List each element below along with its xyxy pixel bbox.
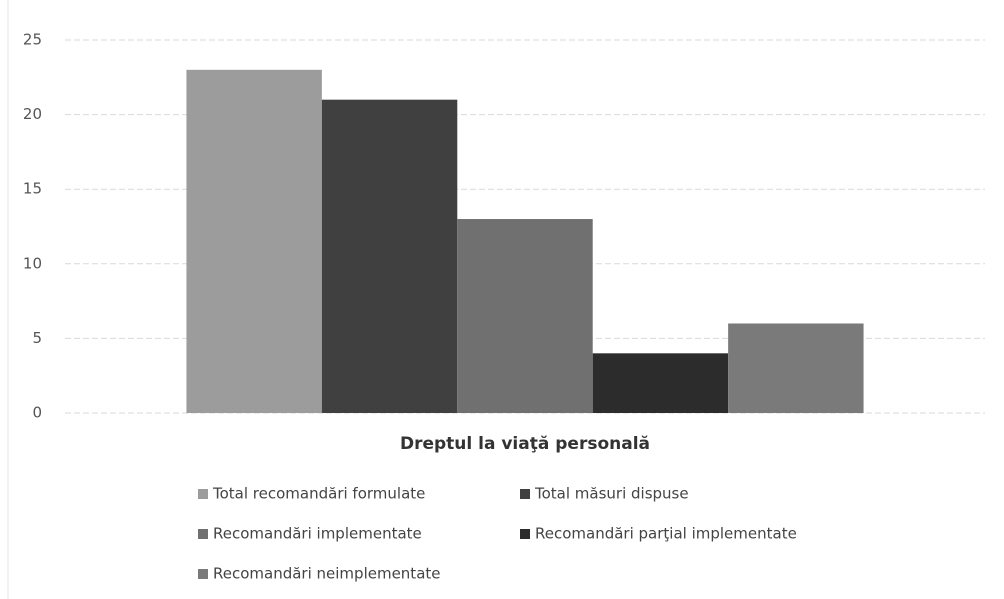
y-tick-label: 20 <box>23 105 42 123</box>
y-tick-label: 10 <box>23 254 42 272</box>
legend-label: Recomandări implementate <box>213 525 422 543</box>
legend-swatch <box>198 489 208 499</box>
legend-swatch <box>198 569 208 579</box>
y-tick-label: 0 <box>32 404 42 422</box>
bar <box>457 219 593 413</box>
x-tick-label: Dreptul la viaţă personală <box>400 434 650 454</box>
bar <box>321 99 458 414</box>
legend-label: Total recomandări formulate <box>212 485 425 503</box>
legend-label: Recomandări neimplementate <box>213 565 441 583</box>
legend-label: Recomandări parţial implementate <box>535 525 797 543</box>
legend-label: Total măsuri dispuse <box>534 485 689 503</box>
y-tick-label: 5 <box>32 329 42 347</box>
legend-swatch <box>520 529 530 539</box>
y-tick-label: 15 <box>23 180 42 198</box>
bar <box>592 353 729 413</box>
y-tick-label: 25 <box>23 31 42 49</box>
bar <box>728 323 864 413</box>
legend-swatch <box>520 489 530 499</box>
bar <box>186 69 322 413</box>
legend-swatch <box>198 529 208 539</box>
